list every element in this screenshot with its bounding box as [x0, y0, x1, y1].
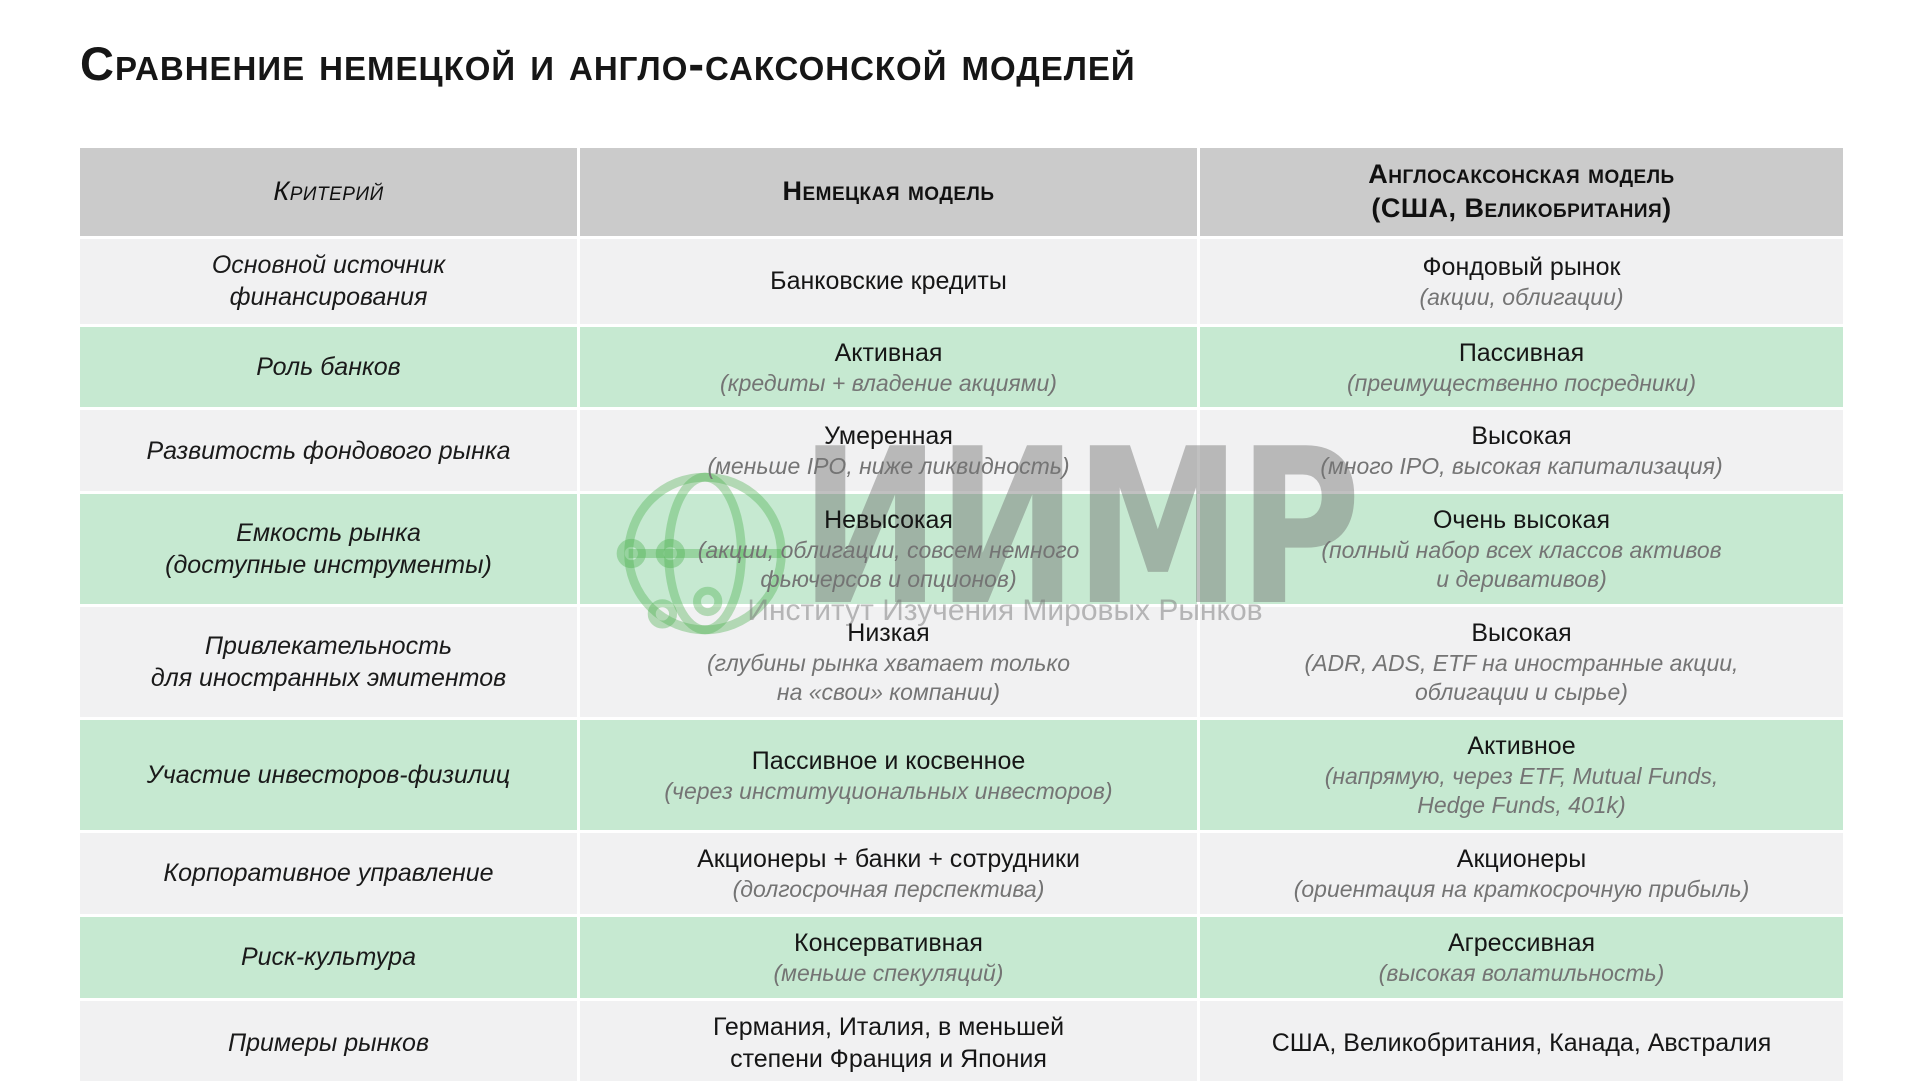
- cell-note-text: (кредиты + владение акциями): [720, 369, 1057, 396]
- cell-main-text: Банковские кредиты: [770, 267, 1007, 295]
- cell-main-text: Активное: [1467, 732, 1576, 761]
- german-model-cell: Банковские кредиты: [580, 238, 1197, 324]
- cell-main-text: Низкая: [847, 619, 930, 648]
- anglo-model-cell: Агрессивная (высокая волатильность): [1200, 917, 1843, 999]
- cell-main-text: Высокая: [1471, 422, 1572, 451]
- anglo-model-cell: Фондовый рынок (акции, облигации): [1200, 238, 1843, 324]
- cell-note-text: (много IPO, высокая капитализация): [1320, 453, 1723, 480]
- criterion-cell: Риск-культура: [80, 917, 577, 999]
- column-header-label: Критерий: [273, 175, 384, 206]
- table-row: Участие инвесторов-физилиц Пассивное и к…: [80, 720, 1843, 831]
- criterion-cell: Основной источник финансирования: [80, 238, 577, 324]
- table-row: Основной источник финансирования Банковс…: [80, 238, 1843, 324]
- german-model-cell: Умеренная (меньше IPO, ниже ликвидность): [580, 410, 1197, 492]
- german-model-cell: Активная (кредиты + владение акциями): [580, 326, 1197, 408]
- criterion-label: Примеры рынков: [227, 1028, 430, 1057]
- criterion-cell: Емкость рынка (доступные инструменты): [80, 494, 577, 605]
- cell-note-text: (меньше спекуляций): [773, 960, 1004, 987]
- table-row: Примеры рынков Германия, Италия, в меньш…: [80, 1001, 1843, 1081]
- german-model-cell: Акционеры + банки + сотрудники (долгосро…: [580, 833, 1197, 915]
- cell-main-text: Агрессивная: [1447, 929, 1596, 958]
- table-row: Развитость фондового рынка Умеренная (ме…: [80, 410, 1843, 492]
- table-row: Привлекательность для иностранных эмитен…: [80, 607, 1843, 718]
- german-model-cell: Низкая (глубины рынка хватает только на …: [580, 607, 1197, 718]
- german-model-cell: Пассивное и косвенное (через институцион…: [580, 720, 1197, 831]
- cell-note-text: (меньше IPO, ниже ликвидность): [707, 453, 1070, 480]
- anglo-model-cell: Пассивная (преимущественно посредники): [1200, 326, 1843, 408]
- criterion-label: Риск-культура: [240, 943, 417, 972]
- cell-main-text: Умеренная: [824, 422, 953, 451]
- criterion-label: Роль банков: [256, 352, 401, 381]
- criterion-cell: Участие инвесторов-физилиц: [80, 720, 577, 831]
- cell-main-text: Невысокая: [824, 506, 953, 535]
- cell-note-text: (ADR, ADS, ETF на иностранные акции, обл…: [1304, 650, 1739, 706]
- cell-note-text: (напрямую, через ETF, Mutual Funds, Hedg…: [1324, 763, 1719, 819]
- german-model-cell: Германия, Италия, в меньшей степени Фран…: [580, 1001, 1197, 1081]
- table-row: Риск-культура Консервативная (меньше спе…: [80, 917, 1843, 999]
- cell-note-text: (через институциональных инвесторов): [664, 777, 1113, 804]
- column-header-label: Немецкая модель: [782, 175, 995, 206]
- cell-main-text: Активная: [834, 338, 943, 367]
- criterion-cell: Привлекательность для иностранных эмитен…: [80, 607, 577, 718]
- criterion-label: Развитость фондового рынка: [146, 436, 511, 465]
- cell-main-text: Очень высокая: [1432, 506, 1610, 535]
- cell-main-text: Пассивная: [1458, 338, 1585, 367]
- german-model-cell: Консервативная (меньше спекуляций): [580, 917, 1197, 999]
- comparison-table: ИИМР Институт Изучения Мировых Рынков Кр…: [80, 148, 1843, 1081]
- cell-main-text: Высокая: [1471, 619, 1572, 648]
- criterion-cell: Примеры рынков: [80, 1001, 577, 1081]
- anglo-model-cell: США, Великобритания, Канада, Австралия: [1200, 1001, 1843, 1081]
- cell-note-text: (преимущественно посредники): [1347, 369, 1696, 396]
- anglo-model-cell: Высокая (много IPO, высокая капитализаци…: [1200, 410, 1843, 492]
- anglo-model-cell: Активное (напрямую, через ETF, Mutual Fu…: [1200, 720, 1843, 831]
- cell-main-text: Акционеры + банки + сотрудники: [697, 845, 1080, 874]
- german-model-cell: Невысокая (акции, облигации, совсем немн…: [580, 494, 1197, 605]
- criterion-cell: Роль банков: [80, 326, 577, 408]
- criterion-label: Корпоративное управление: [163, 859, 494, 888]
- cell-main-text: Германия, Италия, в меньшей степени Фран…: [712, 1013, 1065, 1074]
- cell-note-text: (глубины рынка хватает только на «свои» …: [706, 650, 1071, 706]
- table-row: Емкость рынка (доступные инструменты) Не…: [80, 494, 1843, 605]
- cell-note-text: (полный набор всех классов активов и дер…: [1321, 537, 1722, 593]
- cell-main-text: Консервативная: [794, 929, 983, 958]
- anglo-model-cell: Акционеры (ориентация на краткосрочную п…: [1200, 833, 1843, 915]
- cell-note-text: (долгосрочная перспектива): [732, 876, 1045, 903]
- cell-main-text: Фондовый рынок: [1422, 252, 1621, 281]
- cell-note-text: (акции, облигации): [1419, 283, 1624, 310]
- column-header-german-model: Немецкая модель: [580, 148, 1197, 236]
- column-header-label: Англосаксонская модель (США, Великобрита…: [1368, 159, 1675, 223]
- table-row: Корпоративное управление Акционеры + бан…: [80, 833, 1843, 915]
- anglo-model-cell: Высокая (ADR, ADS, ETF на иностранные ак…: [1200, 607, 1843, 718]
- table-row: Роль банков Активная (кредиты + владение…: [80, 326, 1843, 408]
- cell-main-text: Акционеры: [1456, 845, 1587, 874]
- criterion-label: Привлекательность для иностранных эмитен…: [150, 631, 507, 693]
- cell-main-text: США, Великобритания, Канада, Австралия: [1271, 1029, 1772, 1058]
- column-header-anglo-model: Англосаксонская модель (США, Великобрита…: [1200, 148, 1843, 236]
- cell-note-text: (акции, облигации, совсем немного фьючер…: [697, 537, 1080, 593]
- column-header-criterion: Критерий: [80, 148, 577, 236]
- table-header-row: Критерий Немецкая модель Англосаксонская…: [80, 148, 1843, 236]
- cell-note-text: (ориентация на краткосрочную прибыль): [1293, 876, 1750, 903]
- criterion-label: Участие инвесторов-физилиц: [146, 761, 511, 790]
- cell-note-text: (высокая волатильность): [1378, 960, 1665, 987]
- criterion-label: Емкость рынка (доступные инструменты): [165, 518, 492, 580]
- page-title: Сравнение немецкой и англо-саксонской мо…: [80, 37, 1136, 90]
- criterion-cell: Корпоративное управление: [80, 833, 577, 915]
- criterion-label: Основной источник финансирования: [211, 250, 446, 312]
- cell-main-text: Пассивное и косвенное: [751, 746, 1026, 775]
- anglo-model-cell: Очень высокая (полный набор всех классов…: [1200, 494, 1843, 605]
- criterion-cell: Развитость фондового рынка: [80, 410, 577, 492]
